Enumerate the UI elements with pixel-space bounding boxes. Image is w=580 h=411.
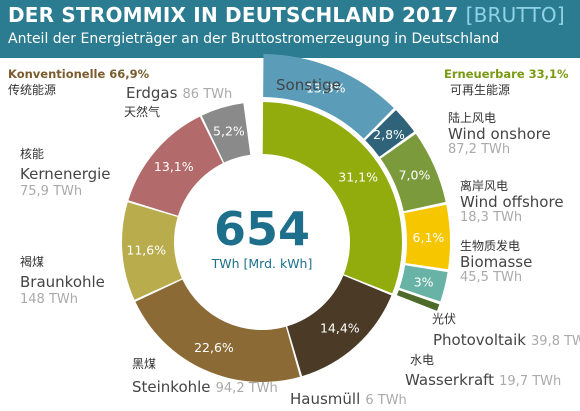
wind-onshore-value: 87,2 TWh [448,142,511,158]
erdgas-name-cn: 天然气 [124,105,161,119]
slice-wasser [399,265,448,302]
pct-label-sonstige: 5,2% [213,123,245,138]
slice-pv [404,204,450,270]
slice-erdgas [128,116,223,216]
hausmuell-name: Hausmüll [290,390,361,408]
inner-ring [121,102,403,382]
outer-ring [263,54,450,311]
conventional-group-label: Konventionelle 66,9% [8,67,150,81]
label-kernenergie: 核能 Kernenergie 75,9 TWh [20,147,111,200]
pct-label-pv: 6,1% [413,230,445,245]
biomasse-value: 45,5 TWh [460,270,523,286]
kernenergie-value: 75,9 TWh [20,184,83,200]
wind-offshore-name-cn: 离岸风电 [460,179,509,193]
page-subtitle: Anteil der Energieträger an der Bruttost… [8,31,500,47]
pct-label-braunkohle: 22,6% [194,340,234,355]
pct-label-onshore: 13,3% [306,81,346,96]
biomasse-name-cn: 生物质发电 [460,239,521,253]
slice-offshore [365,110,415,157]
photovoltaik-name-cn: 光伏 [432,312,457,326]
label-hausmuell: Hausmüll 6 TWh [290,390,407,409]
label-wind-offshore: 离岸风电 Wind offshore 18,3 TWh [460,179,564,226]
photovoltaik-value: 39,8 TWh [531,334,580,349]
label-photovoltaik: Photovoltaik 39,8 TWh [433,331,580,350]
label-biomasse: 生物质发电 Biomasse 45,5 TWh [460,239,533,286]
biomasse-name: Biomasse [460,252,533,271]
wasserkraft-value: 19,7 TWh [499,374,562,389]
center-total-value: 654 [214,202,310,256]
pct-label-offshore: 2,8% [373,127,405,142]
slice-kernenergie [121,202,182,300]
wind-offshore-name: Wind offshore [460,192,564,211]
kernenergie-name: Kernenergie [20,164,111,183]
pct-label-kernenergie: 11,6% [126,243,166,258]
slice-erneuerbare [262,102,403,294]
sonstige-name: Sonstige [276,76,341,94]
percent-labels: 31,1% 14,4% 22,6% 11,6% 13,1% 5,2% 13,3% 2,8% 7,… [126,81,444,355]
slice-braunkohle [135,279,301,382]
label-erdgas: Erdgas 86 TWh [126,84,232,103]
wasserkraft-name: Wasserkraft [405,371,495,389]
header-bar: DER STROMMIX IN DEUTSCHLAND 2017 [BRUTTO… [0,0,580,58]
renewable-group-label-cn: 可再生能源 [450,83,511,97]
label-braunkohle: 褐煤 Braunkohle 148 TWh [20,255,105,308]
title-tag: [BRUTTO] [465,3,565,27]
pct-label-biomasse: 7,0% [399,168,431,183]
erdgas-value: 86 TWh [182,87,233,102]
braunkohle-value: 148 TWh [20,292,78,308]
photovoltaik-name: Photovoltaik [433,331,526,349]
conventional-group-label-cn: 传统能源 [8,83,57,97]
pct-label-wasser: 3% [414,274,434,289]
hausmuell-value: 6 TWh [365,393,407,408]
kernenergie-name-cn: 核能 [20,147,45,161]
wasserkraft-name-cn: 水电 [410,353,435,367]
slice-hausmuell [396,290,440,311]
title-text: DER STROMMIX IN DEUTSCHLAND 2017 [8,3,459,27]
center-total-unit: TWh [Mrd. kWh] [211,256,313,271]
wind-onshore-name: Wind onshore [448,124,551,143]
pct-label-erdgas: 13,1% [154,159,194,174]
braunkohle-name-cn: 褐煤 [20,255,45,269]
steinkohle-name-cn: 黑煤 [132,357,157,371]
steinkohle-value: 94,2 TWh [215,381,278,396]
renewable-group-label: Erneuerbare 33,1% [444,67,569,81]
braunkohle-name: Braunkohle [20,272,105,291]
pct-label-erneuerbare: 31,1% [338,170,378,185]
slice-biomasse [380,133,446,212]
label-wasserkraft: Wasserkraft 19,7 TWh [405,371,561,390]
label-wind-onshore: 陆上风电 Wind onshore 87,2 TWh [448,111,551,158]
steinkohle-name: Steinkohle [132,378,211,396]
erdgas-name: Erdgas [126,84,178,102]
wind-onshore-name-cn: 陆上风电 [448,111,497,125]
slice-onshore [263,54,394,139]
pct-label-steinkohle: 14,4% [320,321,360,336]
slice-sonstige [201,103,251,163]
slice-steinkohle [287,275,392,377]
page-title: DER STROMMIX IN DEUTSCHLAND 2017 [BRUTTO… [8,3,565,27]
wind-offshore-value: 18,3 TWh [460,210,523,226]
label-steinkohle: Steinkohle 94,2 TWh [132,378,278,397]
